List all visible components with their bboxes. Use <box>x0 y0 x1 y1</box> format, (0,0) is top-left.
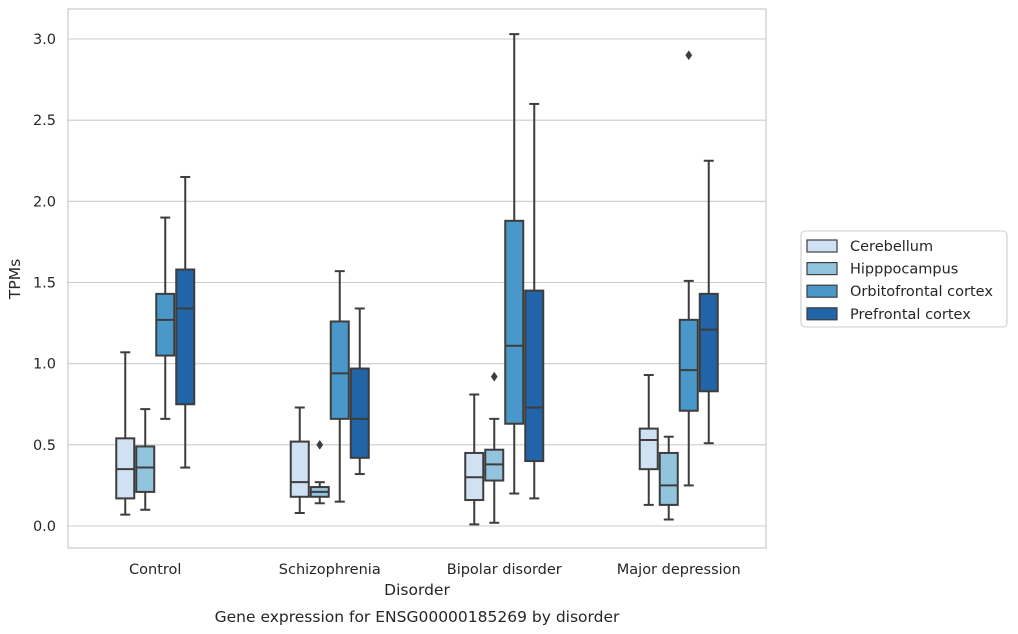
outlier-point <box>490 371 498 382</box>
box-orbitofrontal-cortex-bipolar-disorder <box>504 33 525 495</box>
x-axis-label: Disorder <box>384 581 450 599</box>
box-hipppocampus-bipolar-disorder <box>484 371 505 524</box>
x-tick-label: Bipolar disorder <box>447 562 562 578</box>
x-tick-label: Major depression <box>617 562 741 578</box>
outlier-point <box>685 50 693 61</box>
x-tick-label: Schizophrenia <box>279 562 381 578</box>
box-prefrontal-cortex-schizophrenia <box>349 307 370 476</box>
box-iqr <box>678 318 699 412</box>
legend-label-cerebellum: Cerebellum <box>850 239 933 255</box>
box-cerebellum-major-depression <box>638 374 659 506</box>
y-tick-label: 1.5 <box>33 276 56 292</box>
legend-label-hipppocampus: Hipppocampus <box>850 262 958 278</box>
y-tick-label: 1.0 <box>33 357 56 373</box>
box-hipppocampus-major-depression <box>658 435 679 521</box>
box-orbitofrontal-cortex-control <box>155 216 176 420</box>
box-orbitofrontal-cortex-schizophrenia <box>329 270 350 503</box>
x-tick-label: Control <box>129 562 181 578</box>
y-tick-label: 3.0 <box>33 32 56 48</box>
chart-caption: Gene expression for ENSG00000185269 by d… <box>215 608 620 626</box>
box-hipppocampus-control <box>135 408 156 511</box>
box-iqr <box>658 451 679 506</box>
box-iqr <box>698 292 719 393</box>
box-prefrontal-cortex-bipolar-disorder <box>524 102 545 500</box>
outlier-point <box>316 439 324 450</box>
box-iqr <box>524 289 545 463</box>
box-iqr <box>638 427 659 471</box>
box-iqr <box>155 292 176 357</box>
box-prefrontal-cortex-control <box>175 175 196 469</box>
legend: Cerebellum Hipppocampus Orbitofrontal cort… <box>800 230 1008 328</box>
y-axis-label: TPMs <box>6 259 24 300</box>
y-tick-label: 2.0 <box>33 194 56 210</box>
legend-swatch-hipppocampus <box>806 262 838 276</box>
box-iqr <box>349 367 370 459</box>
legend-swatch-cerebellum <box>806 239 838 253</box>
box-iqr <box>289 440 310 498</box>
legend-label-orbitofrontal-cortex: Orbitofrontal cortex <box>850 284 993 300</box>
legend-swatch-orbitofrontal-cortex <box>806 284 838 298</box>
y-tick-label: 0.5 <box>33 438 56 454</box>
legend-swatch-prefrontal-cortex <box>806 307 838 321</box>
plot-frame <box>67 8 767 549</box>
legend-frame <box>800 230 1008 328</box>
box-cerebellum-control <box>115 351 136 516</box>
box-iqr <box>175 268 196 406</box>
y-tick-label: 2.5 <box>33 113 56 129</box>
box-iqr <box>329 320 350 420</box>
legend-label-prefrontal-cortex: Prefrontal cortex <box>850 307 971 323</box>
box-hipppocampus-schizophrenia <box>309 439 330 505</box>
box-iqr <box>504 219 525 425</box>
y-tick-labels: 0.0 0.5 1.0 1.5 2.0 2.5 3.0 <box>33 32 56 535</box>
box-prefrontal-cortex-major-depression <box>698 159 719 445</box>
box-orbitofrontal-cortex-major-depression <box>678 50 699 487</box>
box-iqr <box>135 445 156 493</box>
box-cerebellum-schizophrenia <box>289 406 310 515</box>
y-tick-label: 0.0 <box>33 519 56 535</box>
x-tick-labels: Control Schizophrenia Bipolar disorder Majo… <box>129 562 741 578</box>
box-groups <box>115 33 719 526</box>
box-cerebellum-bipolar-disorder <box>464 393 485 526</box>
